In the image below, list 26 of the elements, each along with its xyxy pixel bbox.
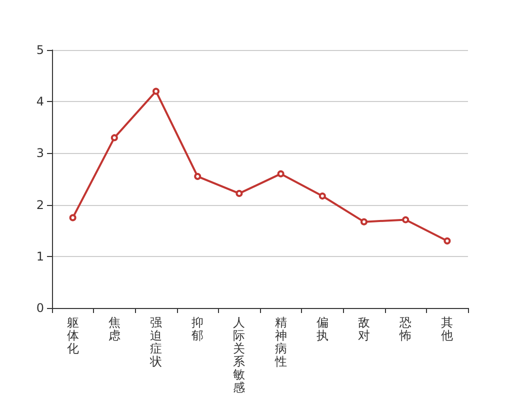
x-tick-label: 精神病性 (274, 316, 287, 368)
x-tick-label: 人际关系敏感 (233, 316, 246, 394)
point (402, 216, 410, 224)
x-tick-label: 敌对 (358, 316, 370, 342)
y-tick-label: 0 (36, 301, 44, 315)
point (318, 192, 326, 200)
point (236, 190, 243, 197)
x-tick-label: 偏执 (316, 316, 328, 342)
x-tick-label: 其他 (441, 316, 454, 342)
y-tick-label: 5 (36, 43, 44, 57)
y-tick-label: 1 (36, 249, 44, 264)
x-tick-label: 强迫症状 (149, 316, 162, 368)
point (110, 134, 118, 142)
y-tick-label: 3 (36, 146, 44, 160)
point (277, 170, 284, 178)
point (360, 218, 368, 226)
point (194, 172, 202, 180)
x-tick-label: 躯体化 (66, 316, 79, 356)
point (444, 237, 451, 244)
x-tick-label: 抑郁 (192, 316, 204, 342)
point (69, 214, 76, 222)
y-tick-label: 4 (36, 94, 44, 109)
y-tick-label: 2 (36, 198, 44, 212)
point (152, 88, 160, 95)
x-tick-label: 恐怖 (398, 316, 412, 342)
x-tick-label: 焦虑 (108, 316, 120, 342)
